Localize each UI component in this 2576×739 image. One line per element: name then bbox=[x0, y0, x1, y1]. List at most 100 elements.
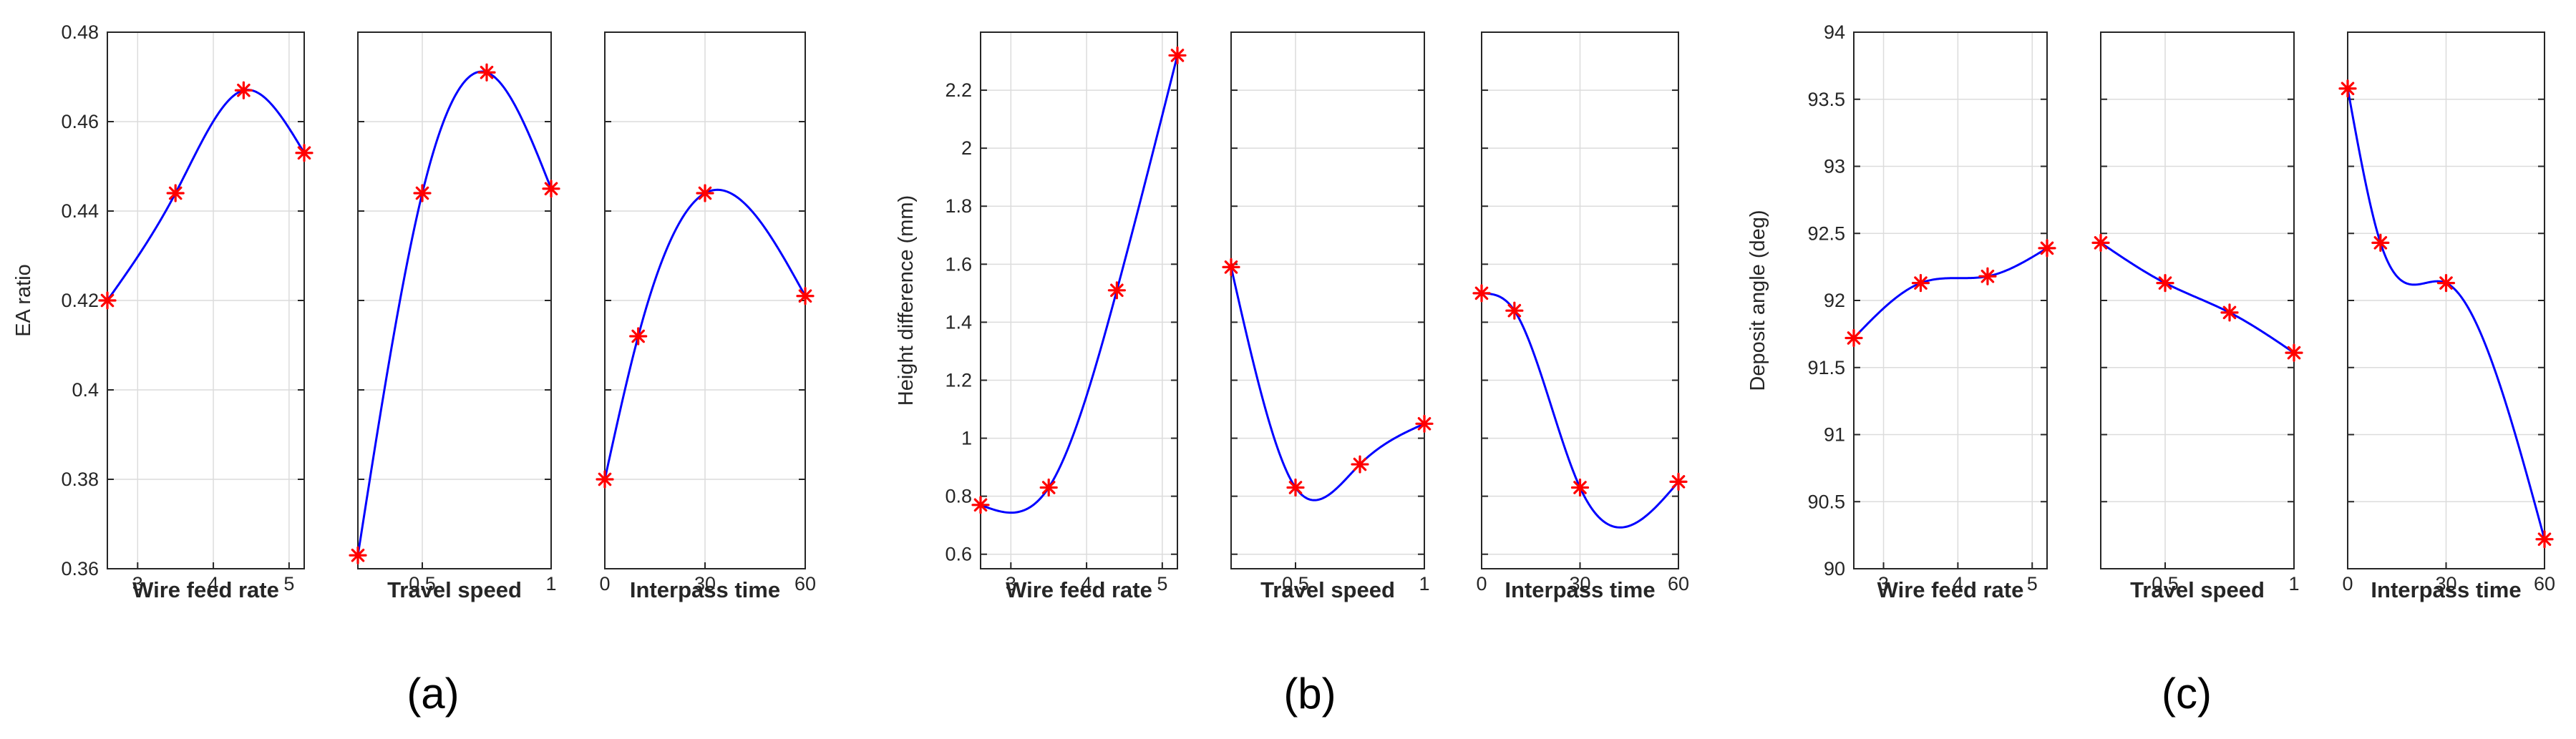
data-point-marker bbox=[1107, 281, 1126, 300]
data-point-marker bbox=[477, 63, 496, 82]
x-tick-label: 60 bbox=[1668, 573, 1689, 594]
figure-c: 3 4 5 90 90.5 91 91.5 92 92.5 93 93.5 94 Wire feed r… bbox=[1746, 21, 2555, 718]
panel-2-1: 0.5 1 Travel speed bbox=[2091, 31, 2303, 602]
panel-0-2: 0 30 60 Interpass time bbox=[596, 31, 816, 602]
data-point-marker bbox=[1286, 478, 1305, 497]
panel-1-1: 0.5 1 Travel speed bbox=[1222, 31, 1434, 602]
x-tick-label: 1 bbox=[545, 573, 556, 594]
x-axis-label: Wire feed rate bbox=[132, 577, 279, 602]
fitted-curve bbox=[1852, 247, 2048, 339]
y-tick-label: 92 bbox=[1824, 290, 1845, 311]
x-tick-label: 30 bbox=[694, 573, 716, 594]
data-point-marker bbox=[1168, 46, 1187, 65]
data-point-marker bbox=[1844, 328, 1863, 348]
data-point-marker bbox=[295, 144, 314, 162]
x-tick-label: 0.5 bbox=[409, 573, 436, 594]
x-tick-label: 60 bbox=[794, 573, 816, 594]
y-tick-label: 90.5 bbox=[1807, 491, 1845, 512]
y-tick-label: 92.5 bbox=[1807, 222, 1845, 244]
y-tick-label: 1.4 bbox=[945, 311, 972, 333]
y-tick-label: 0.38 bbox=[61, 469, 99, 490]
data-point-marker bbox=[2285, 343, 2303, 362]
panel-2-0: 3 4 5 90 90.5 91 91.5 92 92.5 93 93.5 94 Wire feed r… bbox=[1807, 21, 2056, 602]
axes-frame bbox=[1230, 31, 1425, 569]
x-tick-label: 30 bbox=[1569, 573, 1590, 594]
y-tick-label: 91 bbox=[1824, 424, 1845, 446]
x-tick-label: 30 bbox=[2435, 573, 2456, 594]
data-point-marker bbox=[629, 327, 648, 346]
data-point-marker bbox=[1505, 301, 1524, 320]
figure-caption: (a) bbox=[407, 670, 459, 718]
data-point-marker bbox=[349, 546, 367, 564]
data-point-marker bbox=[596, 470, 614, 489]
x-tick-label: 0.5 bbox=[1282, 573, 1309, 594]
y-tick-label: 93 bbox=[1824, 156, 1845, 177]
data-point-marker bbox=[971, 496, 990, 514]
y-tick-label: 90 bbox=[1824, 558, 1845, 579]
x-tick-label: 0 bbox=[599, 573, 610, 594]
panel-1-0: 3 4 5 0.6 0.8 1 1.2 1.4 1.6 1.8 2 2.2 Wire feed rate bbox=[945, 31, 1187, 602]
x-tick-label: 5 bbox=[2027, 573, 2038, 594]
data-point-marker bbox=[234, 81, 253, 99]
data-point-marker bbox=[2535, 530, 2554, 549]
y-tick-label: 1.6 bbox=[945, 253, 972, 275]
x-tick-label: 0.5 bbox=[2152, 573, 2179, 594]
data-point-marker bbox=[98, 291, 117, 310]
y-axis-label: EA ratio bbox=[12, 264, 35, 337]
x-axis-label: Interpass time bbox=[2371, 577, 2521, 602]
x-tick-label: 1 bbox=[1419, 573, 1429, 594]
x-axis-label: Travel speed bbox=[387, 577, 522, 602]
data-point-marker bbox=[696, 184, 714, 202]
panel-0-1: 0.5 1 Travel speed bbox=[349, 31, 560, 602]
data-point-marker bbox=[1039, 478, 1058, 497]
y-tick-label: 93.5 bbox=[1807, 89, 1845, 110]
x-axis-label: Interpass time bbox=[630, 577, 780, 602]
x-axis-label: Interpass time bbox=[1505, 577, 1655, 602]
x-tick-label: 3 bbox=[1878, 573, 1889, 594]
data-point-marker bbox=[1222, 258, 1240, 276]
y-tick-label: 0.6 bbox=[945, 544, 972, 565]
data-point-marker bbox=[2371, 233, 2390, 252]
x-tick-label: 0 bbox=[1476, 573, 1487, 594]
x-tick-label: 4 bbox=[1953, 573, 1963, 594]
x-tick-label: 3 bbox=[132, 573, 143, 594]
y-tick-label: 91.5 bbox=[1807, 357, 1845, 378]
data-point-marker bbox=[796, 287, 815, 305]
figure-a: 3 4 5 0.36 0.38 0.4 0.42 0.44 0.46 0.48 Wire feed … bbox=[12, 21, 816, 718]
x-axis-label: Wire feed rate bbox=[1006, 577, 1152, 602]
y-tick-label: 0.42 bbox=[61, 290, 99, 311]
fitted-curve bbox=[2100, 242, 2295, 354]
data-point-marker bbox=[2038, 239, 2056, 258]
panel-0-0: 3 4 5 0.36 0.38 0.4 0.42 0.44 0.46 0.48 Wire feed … bbox=[61, 21, 314, 602]
y-tick-label: 0.8 bbox=[945, 486, 972, 507]
x-tick-label: 4 bbox=[208, 573, 219, 594]
data-point-marker bbox=[2220, 303, 2239, 322]
fitted-curve bbox=[356, 70, 553, 556]
x-axis-label: Travel speed bbox=[1260, 577, 1395, 602]
x-tick-label: 5 bbox=[283, 573, 294, 594]
y-tick-label: 1.8 bbox=[945, 195, 972, 217]
y-tick-label: 2 bbox=[961, 137, 972, 159]
x-tick-label: 0 bbox=[2342, 573, 2353, 594]
y-tick-label: 1.2 bbox=[945, 369, 972, 391]
y-axis-label: Height difference (mm) bbox=[895, 195, 918, 406]
panel-1-2: 0 30 60 Interpass time bbox=[1472, 31, 1689, 602]
figure-caption: (c) bbox=[2162, 670, 2212, 718]
x-tick-label: 1 bbox=[2288, 573, 2299, 594]
data-point-marker bbox=[1570, 478, 1590, 497]
figure-caption: (b) bbox=[1283, 670, 1336, 718]
y-tick-label: 0.46 bbox=[61, 111, 99, 132]
data-point-marker bbox=[1472, 284, 1491, 303]
fitted-curve bbox=[106, 89, 306, 301]
x-axis-label: Travel speed bbox=[2130, 577, 2265, 602]
x-tick-label: 4 bbox=[1082, 573, 1092, 594]
y-tick-label: 0.36 bbox=[61, 558, 99, 579]
panel-2-2: 0 30 60 Interpass time bbox=[2338, 31, 2555, 602]
data-point-marker bbox=[2436, 274, 2456, 293]
data-point-marker bbox=[2156, 274, 2174, 293]
data-point-marker bbox=[413, 184, 432, 202]
fitted-curve bbox=[1230, 267, 1425, 501]
fitted-curve bbox=[980, 55, 1179, 514]
x-axis-label: Wire feed rate bbox=[1877, 577, 2024, 602]
